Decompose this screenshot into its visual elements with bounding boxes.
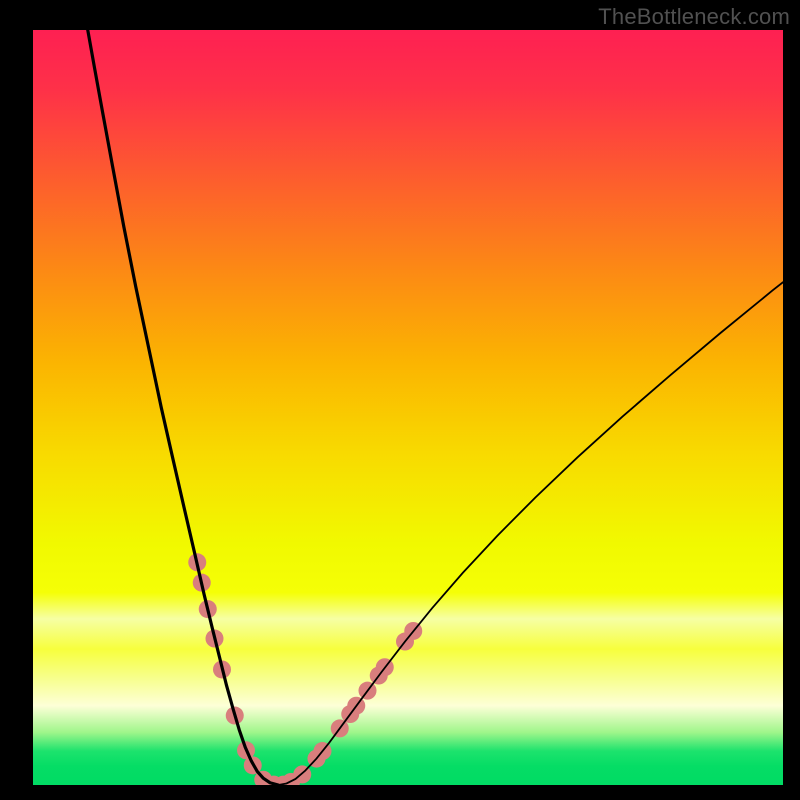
curve-right-branch	[278, 282, 783, 785]
chart-canvas: TheBottleneck.com	[0, 0, 800, 800]
curve-left-branch	[88, 30, 279, 785]
plot-area	[33, 30, 783, 785]
curve-layer	[33, 30, 783, 785]
watermark-text: TheBottleneck.com	[598, 4, 790, 30]
